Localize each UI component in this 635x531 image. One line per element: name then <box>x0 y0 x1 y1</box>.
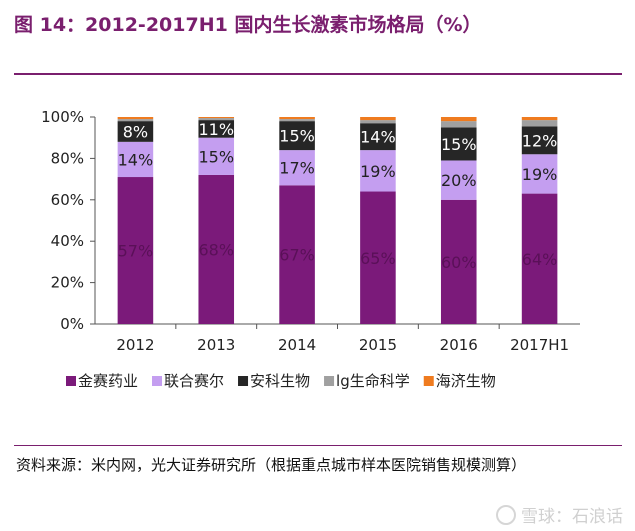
bar-segment <box>117 121 154 142</box>
data-label: 15% <box>279 127 315 146</box>
data-label: 15% <box>441 135 477 154</box>
x-tick-label: 2016 <box>440 336 478 354</box>
legend-swatch <box>238 376 249 386</box>
bar-segment <box>521 193 558 324</box>
y-tick-label: 80% <box>51 149 84 167</box>
data-label: 8% <box>123 122 148 141</box>
watermark-text: 雪球：石浪话 <box>521 507 623 527</box>
bar-segment <box>440 160 477 200</box>
bar-segment <box>198 118 235 121</box>
chart-title: 图 14：2012-2017H1 国内生长激素市场格局（%） <box>14 14 482 36</box>
bar-segment <box>521 117 558 121</box>
bar-segment <box>279 150 315 186</box>
title-divider <box>14 73 622 75</box>
stacked-bar-chart: 0% 20% 40% 60% 80% 100% 2012 57% 14% 8% 2013 68% 15%… <box>41 108 580 390</box>
bar-segment <box>198 137 235 175</box>
bar-segment <box>198 120 235 138</box>
data-label: 57% <box>118 242 154 261</box>
bar-segment <box>360 120 396 124</box>
x-tick-label: 2012 <box>116 336 154 354</box>
data-label: 64% <box>522 250 558 269</box>
legend-label: 安科生物 <box>250 372 310 390</box>
legend-label: lg生命科学 <box>336 372 410 390</box>
legend-label: 海济生物 <box>436 372 496 390</box>
y-tick-label: 40% <box>51 232 84 250</box>
bar-segment <box>117 141 154 178</box>
bar-segment <box>440 117 477 122</box>
legend-label: 金赛药业 <box>78 372 138 390</box>
source-note: 资料来源：米内网，光大证券研究所（根据重点城市样本医院销售规模测算） <box>16 456 527 474</box>
x-tick-label: 2015 <box>359 336 397 354</box>
bar-segment <box>440 127 477 161</box>
data-label: 68% <box>198 240 234 259</box>
y-tick-label: 100% <box>41 108 84 126</box>
data-label: 14% <box>118 150 154 169</box>
bar-segment <box>440 199 477 324</box>
data-label: 67% <box>279 246 315 265</box>
bar-segment <box>198 174 235 324</box>
legend-swatch <box>152 376 163 386</box>
bar-segment <box>360 150 396 192</box>
data-label: 11% <box>198 120 234 139</box>
bar-segment <box>279 121 315 151</box>
data-label: 19% <box>360 162 396 181</box>
bar-segment <box>279 185 315 324</box>
bar-segment <box>440 121 477 128</box>
bar-segment <box>360 191 396 324</box>
bar-segment <box>521 120 558 127</box>
snowball-logo-icon <box>496 504 516 525</box>
y-tick-label: 20% <box>51 274 84 292</box>
legend-swatch <box>66 376 76 386</box>
bar-segment <box>117 177 154 324</box>
data-label: 12% <box>522 131 558 150</box>
bar-segment <box>521 154 558 194</box>
y-tick-label: 60% <box>51 191 84 209</box>
source-divider <box>14 445 622 446</box>
bar-segment <box>279 117 315 120</box>
bar-segment <box>117 117 154 120</box>
x-tick-label: 2014 <box>278 336 316 354</box>
bar-segment <box>360 117 396 121</box>
data-label: 60% <box>441 253 477 272</box>
legend-swatch <box>324 376 335 386</box>
x-tick-label: 2017H1 <box>510 336 569 354</box>
data-label: 17% <box>279 159 315 178</box>
data-label: 15% <box>198 147 234 166</box>
bar-segment <box>198 117 235 119</box>
bar-segment <box>360 123 396 151</box>
data-label: 65% <box>360 249 396 268</box>
data-label: 14% <box>360 128 396 147</box>
data-label: 19% <box>522 165 558 184</box>
bar-segment <box>521 126 558 155</box>
x-tick-label: 2013 <box>197 336 235 354</box>
y-tick-label: 0% <box>60 315 84 333</box>
data-label: 20% <box>441 171 477 190</box>
bar-segment <box>279 119 315 122</box>
bar-segment <box>117 119 154 122</box>
legend-label: 联合赛尔 <box>164 372 224 390</box>
watermark: 雪球：石浪话 <box>496 502 623 527</box>
legend-swatch <box>423 376 434 386</box>
